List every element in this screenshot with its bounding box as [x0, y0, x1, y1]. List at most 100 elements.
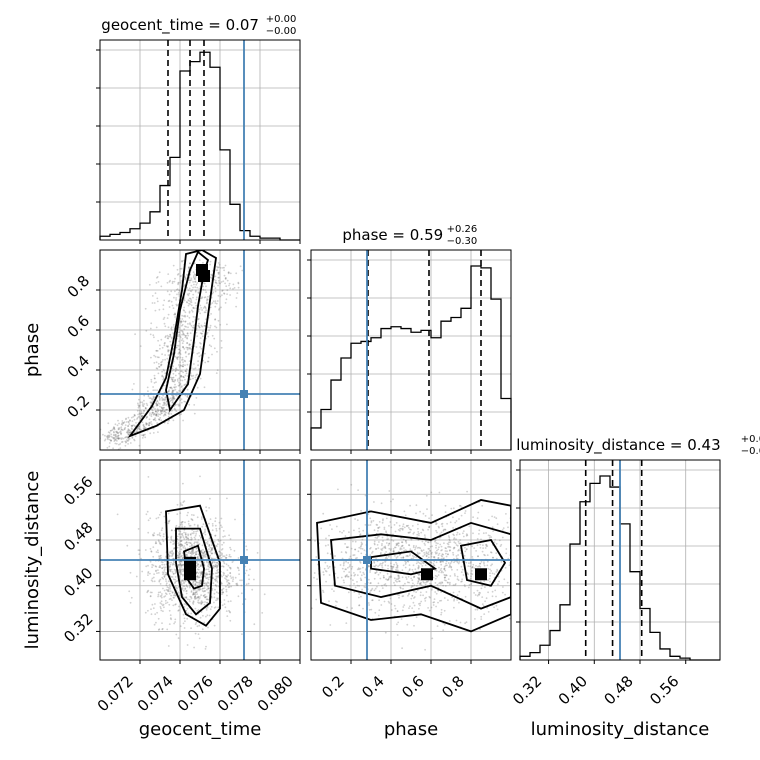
- sample-point: [439, 543, 442, 546]
- sample-point: [425, 580, 428, 583]
- sample-point: [455, 619, 458, 622]
- sample-point: [190, 324, 193, 327]
- sample-point: [129, 442, 132, 444]
- sample-point: [401, 647, 403, 650]
- sample-point: [159, 413, 162, 416]
- sample-point: [185, 553, 188, 556]
- sample-point: [160, 603, 163, 605]
- sample-point: [195, 530, 198, 533]
- sample-point: [180, 548, 183, 551]
- sample-point: [215, 575, 218, 578]
- sample-point: [193, 273, 196, 276]
- sample-point: [477, 555, 479, 558]
- density-peak: [196, 264, 208, 276]
- sample-point: [186, 543, 188, 546]
- sample-point: [178, 594, 181, 597]
- sample-point: [168, 592, 171, 595]
- sample-point: [522, 561, 524, 563]
- sample-point: [530, 608, 532, 610]
- sample-point: [200, 600, 203, 602]
- sample-point: [155, 403, 158, 406]
- sample-point: [180, 540, 183, 542]
- sample-point: [198, 588, 201, 590]
- sample-point: [106, 446, 109, 449]
- sample-point: [203, 305, 206, 308]
- sample-point: [222, 587, 225, 590]
- sample-point: [106, 434, 109, 437]
- sample-point: [196, 530, 199, 532]
- sample-point: [174, 578, 177, 581]
- sample-point: [172, 396, 175, 399]
- sample-point: [132, 415, 135, 418]
- sample-point: [388, 525, 390, 527]
- sample-point: [163, 299, 166, 302]
- sample-point: [290, 551, 292, 553]
- sample-point: [225, 590, 228, 593]
- sample-point: [179, 383, 182, 385]
- sample-point: [441, 560, 444, 563]
- sample-point: [196, 571, 198, 574]
- sample-point: [201, 570, 203, 573]
- sample-point: [388, 542, 391, 545]
- sample-point: [164, 402, 167, 405]
- sample-point: [196, 571, 198, 574]
- sample-point: [194, 275, 197, 278]
- sample-point: [427, 541, 430, 544]
- sample-point: [216, 598, 219, 601]
- sample-point: [168, 280, 171, 283]
- sample-point: [175, 367, 178, 370]
- sample-point: [183, 400, 186, 403]
- sample-point: [143, 426, 146, 428]
- sample-point: [398, 524, 401, 527]
- sample-point: [140, 412, 143, 414]
- density-contour: [165, 504, 221, 627]
- sample-point: [196, 541, 199, 543]
- sample-point: [134, 435, 137, 438]
- sample-point: [516, 577, 518, 579]
- sample-point: [544, 552, 546, 554]
- sample-point: [379, 577, 382, 580]
- sample-point: [110, 439, 112, 442]
- sample-point: [202, 285, 205, 288]
- sample-point: [154, 410, 157, 413]
- sample-point: [162, 394, 165, 397]
- sample-point: [160, 596, 163, 599]
- sample-point: [189, 322, 191, 324]
- sample-point: [174, 355, 177, 358]
- sample-point: [184, 278, 187, 281]
- sample-point: [169, 400, 171, 403]
- sample-point: [196, 543, 199, 546]
- sample-point: [479, 546, 482, 549]
- sample-point: [492, 556, 494, 559]
- sample-point: [371, 587, 374, 590]
- sample-point: [435, 546, 437, 549]
- sample-point: [190, 539, 193, 541]
- sample-point: [178, 384, 181, 387]
- sample-point: [164, 335, 167, 338]
- sample-point: [159, 405, 161, 408]
- sample-point: [434, 539, 437, 542]
- sample-point: [221, 565, 224, 568]
- sample-point: [398, 577, 401, 579]
- sample-point: [161, 346, 164, 349]
- sample-point: [195, 547, 198, 550]
- sample-point: [212, 572, 215, 575]
- sample-point: [158, 271, 161, 274]
- sample-point: [128, 423, 131, 425]
- sample-point: [217, 540, 220, 542]
- sample-point: [469, 577, 472, 580]
- sample-point: [436, 575, 438, 578]
- sample-point: [413, 604, 416, 607]
- sample-point: [487, 534, 490, 537]
- sample-point: [452, 547, 455, 550]
- sample-point: [516, 591, 518, 593]
- sample-point: [163, 410, 166, 412]
- sample-point: [202, 288, 205, 291]
- sample-point: [476, 589, 479, 592]
- sample-point: [464, 512, 466, 514]
- sample-point: [157, 572, 160, 574]
- sample-point: [152, 607, 155, 610]
- sample-point: [133, 413, 136, 416]
- sample-point: [142, 424, 145, 427]
- sample-point: [171, 409, 173, 412]
